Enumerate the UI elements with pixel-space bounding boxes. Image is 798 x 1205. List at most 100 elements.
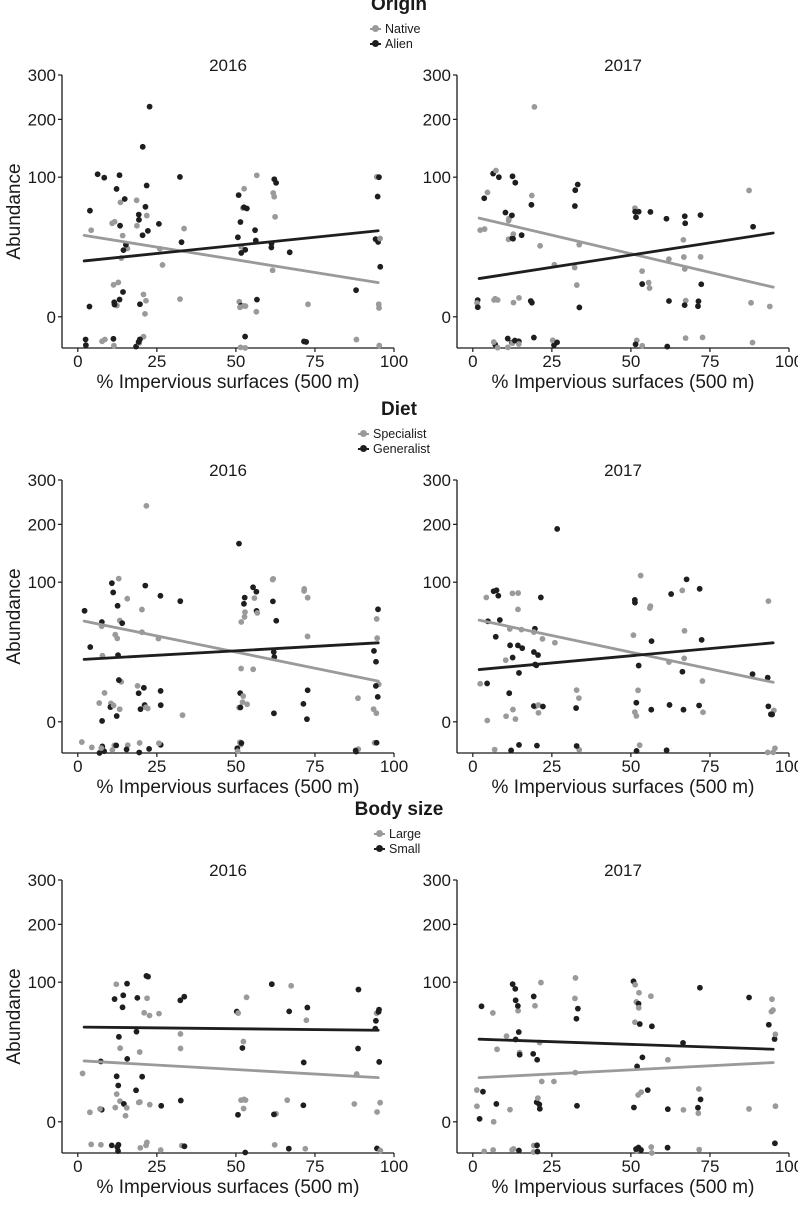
- point-grey: [532, 1002, 538, 1009]
- point-black: [508, 747, 515, 754]
- point-grey: [88, 744, 95, 751]
- point-grey: [571, 264, 578, 271]
- point-black: [156, 220, 162, 227]
- point-black: [139, 232, 146, 239]
- origin-section: Origin Native Alien 2016 Abundance 0 100 200…: [0, 0, 798, 400]
- point-black: [507, 642, 513, 649]
- point-black: [352, 747, 359, 754]
- point-black: [254, 296, 260, 303]
- point-black: [680, 706, 687, 713]
- y-tick-label: 200: [423, 110, 451, 129]
- x-tick-label: 0: [73, 1157, 82, 1176]
- point-black: [509, 654, 516, 661]
- point-grey: [157, 1147, 164, 1153]
- point-black: [134, 994, 141, 1001]
- legend: Native Alien: [0, 16, 798, 51]
- x-tick-label: 75: [305, 352, 324, 371]
- point-black: [136, 216, 142, 223]
- point-black: [765, 703, 772, 710]
- scatter-points: [82, 103, 384, 351]
- trend-line-grey: [477, 216, 775, 289]
- point-grey: [78, 739, 85, 745]
- point-black: [119, 620, 126, 627]
- point-grey: [695, 1086, 702, 1092]
- point-grey: [645, 279, 652, 286]
- point-grey: [510, 231, 517, 238]
- point-grey: [115, 279, 122, 286]
- point-black: [96, 750, 103, 756]
- point-grey: [483, 594, 490, 601]
- point-grey: [137, 1144, 144, 1151]
- point-grey: [636, 742, 643, 749]
- point-grey: [772, 1103, 779, 1110]
- panel-2017: 2017 0 100 200 300 0 25 50 75 100 % Impervious sur…: [423, 56, 798, 393]
- point-grey: [633, 713, 640, 719]
- y-tick-label: 200: [423, 515, 451, 534]
- point-grey: [88, 1141, 95, 1148]
- point-grey: [156, 1010, 162, 1017]
- point-black: [374, 193, 381, 200]
- x-tick-label: 0: [468, 1157, 477, 1176]
- point-black: [142, 582, 149, 589]
- y-tick-label: 300: [28, 471, 56, 490]
- point-grey: [490, 1118, 497, 1125]
- point-grey: [494, 344, 501, 351]
- point-grey: [749, 339, 756, 346]
- point-black: [574, 1102, 580, 1109]
- point-black: [633, 699, 640, 706]
- point-grey: [573, 282, 580, 288]
- point-black: [696, 585, 703, 592]
- point-grey: [538, 1078, 545, 1085]
- point-grey: [143, 502, 150, 509]
- point-black: [683, 576, 690, 583]
- point-black: [110, 589, 117, 596]
- point-black: [269, 598, 276, 605]
- point-black: [474, 304, 481, 311]
- point-black: [749, 671, 756, 678]
- point-grey: [134, 222, 140, 229]
- point-grey: [509, 590, 516, 597]
- point-black: [682, 220, 689, 227]
- point-black: [771, 1140, 778, 1147]
- point-black: [119, 1004, 126, 1011]
- point-grey: [647, 993, 654, 1000]
- point-grey: [119, 232, 126, 239]
- point-black: [373, 739, 380, 746]
- point-black: [236, 540, 242, 547]
- point-black: [304, 716, 310, 723]
- point-grey: [123, 1104, 130, 1111]
- legend-label: Generalist: [373, 442, 430, 456]
- point-black: [648, 706, 655, 713]
- point-grey: [144, 995, 150, 1002]
- point-grey: [646, 285, 653, 291]
- point-grey: [512, 716, 519, 722]
- point-grey: [772, 745, 778, 752]
- point-black: [695, 1104, 701, 1111]
- point-black: [540, 703, 546, 710]
- point-grey: [635, 1004, 642, 1011]
- point-black: [117, 222, 123, 229]
- x-tick-label: 25: [147, 1157, 166, 1176]
- point-black: [111, 301, 118, 308]
- trend-line-black: [477, 231, 775, 280]
- point-black: [668, 591, 675, 597]
- x-tick-label: 25: [147, 757, 166, 776]
- panel-title: 2017: [604, 861, 642, 880]
- point-black: [144, 227, 151, 234]
- point-black: [493, 1101, 500, 1107]
- point-black: [648, 638, 655, 645]
- point-black: [635, 662, 642, 669]
- point-grey: [489, 1010, 496, 1016]
- point-black: [115, 677, 122, 683]
- point-black: [492, 633, 499, 640]
- x-tick-label: 75: [305, 1157, 324, 1176]
- point-black: [697, 212, 704, 218]
- section-title: Body size: [354, 799, 444, 820]
- trend-line-grey: [477, 618, 775, 684]
- point-black: [375, 1008, 382, 1015]
- point-black: [271, 1111, 277, 1118]
- point-black: [480, 1088, 486, 1095]
- point-black: [681, 213, 688, 220]
- point-grey: [143, 297, 149, 304]
- point-black: [243, 205, 250, 212]
